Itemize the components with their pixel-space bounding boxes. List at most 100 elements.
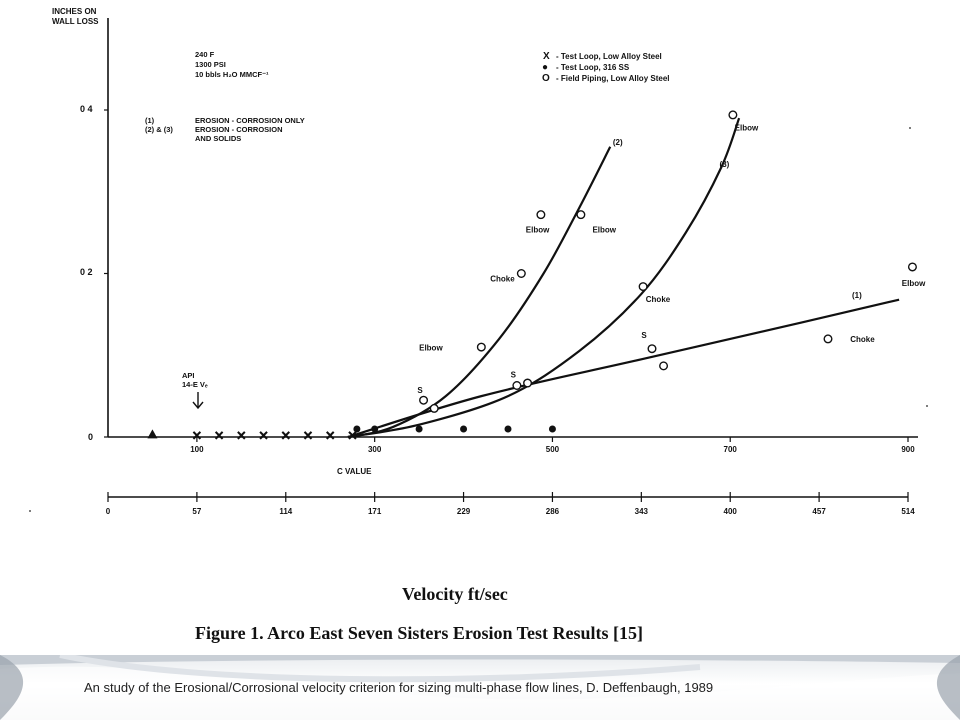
c-tick-label: 500	[546, 445, 560, 454]
marker-x	[214, 431, 224, 440]
marker-x	[326, 431, 335, 440]
data-annotation: S	[511, 370, 517, 379]
curve-3	[347, 117, 741, 439]
api-label: API	[182, 371, 195, 380]
data-annotation: S	[641, 331, 647, 340]
velocity-tick-label: 114	[279, 507, 292, 516]
data-annotation: Elbow	[592, 226, 616, 235]
velocity-tick-label: 400	[724, 507, 738, 516]
marker-circle	[516, 269, 526, 279]
data-annotation: (2)	[613, 138, 623, 147]
speck	[29, 510, 31, 512]
condition-pressure: 1300 PSI	[195, 60, 226, 69]
marker-circle	[419, 395, 429, 405]
marker-x	[237, 431, 246, 440]
condition-temperature: 240 F	[195, 50, 215, 59]
curve-key-text-1: EROSION - CORROSION ONLY	[195, 116, 305, 125]
data-annotation: S	[417, 386, 423, 395]
speck	[926, 405, 928, 407]
y-tick-label: 0 2	[80, 267, 93, 277]
marker-circle	[659, 361, 669, 371]
marker-x-stroke	[281, 431, 290, 440]
velocity-axis-label: Velocity ft/sec	[402, 584, 508, 604]
marker-dot	[460, 425, 468, 433]
marker-circle	[536, 210, 546, 220]
curve-key-text-2b: AND SOLIDS	[195, 134, 241, 143]
marker-x	[348, 431, 357, 440]
marker-x-stroke	[326, 431, 335, 440]
marker-dot	[548, 425, 556, 433]
marker-circle	[647, 344, 657, 354]
marker-x	[259, 431, 268, 440]
data-annotation: (3)	[720, 160, 730, 169]
marker-x-stroke	[348, 431, 357, 440]
data-annotation: Elbow	[902, 279, 926, 288]
marker-x-stroke	[259, 431, 268, 440]
curve-1	[347, 298, 900, 439]
legend-text-circle: - Field Piping, Low Alloy Steel	[556, 74, 670, 83]
marker-x	[192, 431, 202, 440]
marker-x	[303, 431, 313, 440]
legend-symbol-x: X	[543, 51, 550, 62]
c-tick-label: 900	[901, 445, 915, 454]
curve-key-id-2: (2) & (3)	[145, 125, 173, 134]
api-arrow-icon	[192, 392, 204, 410]
legend-text-x: - Test Loop, Low Alloy Steel	[556, 52, 662, 61]
marker-x-stroke	[303, 431, 313, 440]
velocity-tick-label: 457	[812, 507, 826, 516]
velocity-tick-label: 514	[901, 507, 915, 516]
curve-key-text-2: EROSION - CORROSION	[195, 125, 283, 134]
footer-bar: An study of the Erosional/Corrosional ve…	[0, 655, 960, 720]
data-annotation: Choke	[490, 275, 515, 284]
legend-symbol-circle: O	[542, 73, 550, 84]
c-tick-label: 300	[368, 445, 382, 454]
condition-water-rate: 10 bbls H₂O MMCF⁻¹	[195, 70, 269, 79]
marker-dot	[371, 425, 379, 433]
legend-text-dot: - Test Loop, 316 SS	[556, 63, 630, 72]
velocity-tick-label: 57	[192, 507, 201, 516]
marker-circle	[429, 403, 439, 413]
marker-circle	[476, 342, 486, 352]
marker-triangle	[147, 429, 158, 439]
curve-key-id-1: (1)	[145, 116, 155, 125]
velocity-tick-label: 286	[546, 507, 560, 516]
marker-circle	[523, 378, 533, 388]
velocity-tick-label: 0	[106, 507, 111, 516]
marker-dot	[415, 425, 423, 433]
erosion-chart: INCHES ON WALL LOSS 0 0 2 0 4 240 F 1300…	[29, 7, 928, 643]
data-annotation: Choke	[646, 295, 671, 304]
marker-dot	[353, 425, 361, 433]
c-tick-label: 700	[724, 445, 738, 454]
y-tick-label: 0 4	[80, 104, 93, 114]
marker-x-stroke	[214, 431, 224, 440]
marker-circle	[576, 210, 586, 220]
figure-title: Figure 1. Arco East Seven Sisters Erosio…	[195, 623, 643, 643]
y-tick-label: 0	[88, 432, 93, 442]
marker-x	[281, 431, 290, 440]
data-annotation: Elbow	[526, 226, 550, 235]
data-annotation: Choke	[850, 335, 875, 344]
marker-circle	[907, 262, 917, 272]
curve-2	[347, 146, 612, 439]
data-annotation: Elbow	[735, 123, 759, 132]
velocity-tick-label: 171	[368, 507, 382, 516]
c-tick-label: 100	[190, 445, 204, 454]
legend-symbol-dot: ●	[542, 62, 548, 73]
footer-caption: An study of the Erosional/Corrosional ve…	[84, 680, 714, 695]
y-axis-label-line2: WALL LOSS	[52, 17, 99, 26]
marker-circle	[728, 110, 738, 120]
marker-circle	[638, 282, 648, 292]
api-label-line2: 14-E Vₑ	[182, 380, 208, 389]
data-annotation: (1)	[852, 291, 862, 300]
legend: X - Test Loop, Low Alloy Steel ● - Test …	[542, 51, 670, 84]
marker-dot	[504, 425, 512, 433]
marker-x-stroke	[192, 431, 202, 440]
marker-circle	[512, 380, 522, 390]
velocity-tick-label: 229	[457, 507, 471, 516]
marker-x-stroke	[237, 431, 246, 440]
y-axis-label-line1: INCHES ON	[52, 7, 97, 16]
marker-circle	[823, 334, 833, 344]
data-annotation: Elbow	[419, 343, 443, 352]
velocity-tick-label: 343	[635, 507, 649, 516]
footer-swoosh	[0, 655, 960, 720]
